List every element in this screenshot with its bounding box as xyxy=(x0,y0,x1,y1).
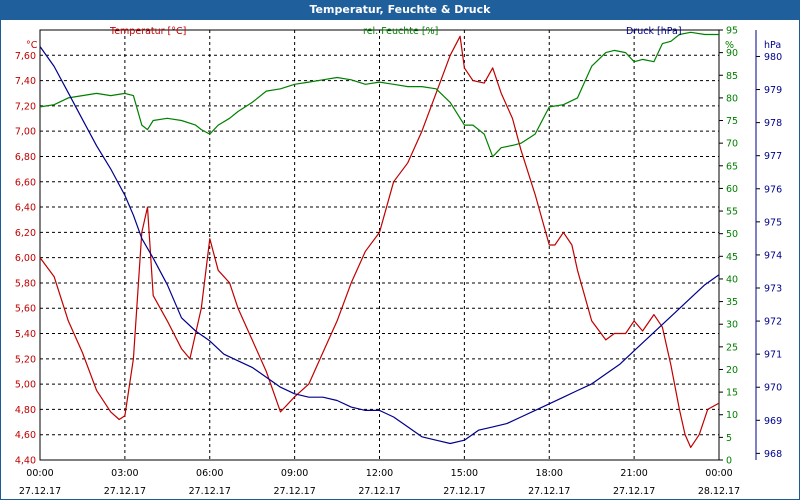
pressure-tick-label: 974 xyxy=(764,250,782,261)
pressure-tick-label: 980 xyxy=(764,52,782,63)
x-tick-date: 27.12.17 xyxy=(528,486,570,497)
x-tick-time: 00:00 xyxy=(26,468,53,479)
pressure-tick-label: 975 xyxy=(764,217,782,228)
pressure-series-line xyxy=(39,46,720,445)
humidity-legend: rel. Feuchte [%] xyxy=(363,26,438,37)
temperature-tick-label: 5,20 xyxy=(15,354,36,365)
x-tick-time: 03:00 xyxy=(111,468,138,479)
temperature-legend: Temperatur [°C] xyxy=(109,26,186,37)
pressure-tick-label: 971 xyxy=(764,350,782,361)
pressure-legend: Druck [hPa] xyxy=(626,26,682,37)
humidity-tick-label: 0 xyxy=(726,456,732,467)
pressure-tick-label: 979 xyxy=(764,85,782,96)
x-tick-date: 27.12.17 xyxy=(358,486,400,497)
humidity-tick-label: 80 xyxy=(726,93,738,104)
temperature-tick-label: 6,60 xyxy=(15,177,36,188)
temperature-tick-label: 4,40 xyxy=(15,456,36,467)
pressure-tick-label: 968 xyxy=(764,449,782,460)
temperature-tick-label: 5,80 xyxy=(15,278,36,289)
temperature-tick-label: 7,60 xyxy=(15,51,36,62)
temperature-tick-label: 4,80 xyxy=(15,405,36,416)
humidity-tick-label: 10 xyxy=(726,410,738,421)
humidity-tick-label: 5 xyxy=(726,433,732,444)
x-tick-time: 21:00 xyxy=(620,468,647,479)
pressure-tick-label: 973 xyxy=(764,284,782,295)
humidity-tick-label: 30 xyxy=(726,320,738,331)
temperature-tick-label: 6,40 xyxy=(15,203,36,214)
temperature-tick-label: 5,40 xyxy=(15,329,36,340)
humidity-unit-label: % xyxy=(725,40,734,51)
temperature-tick-label: 7,00 xyxy=(15,127,36,138)
humidity-tick-label: 65 xyxy=(726,161,738,172)
pressure-tick-label: 976 xyxy=(764,184,782,195)
x-tick-time: 18:00 xyxy=(536,468,563,479)
humidity-tick-label: 45 xyxy=(726,252,738,263)
x-tick-date: 27.12.17 xyxy=(443,486,485,497)
x-tick-date: 27.12.17 xyxy=(19,486,61,497)
x-tick-time: 06:00 xyxy=(196,468,223,479)
humidity-tick-label: 35 xyxy=(726,297,738,308)
x-tick-date: 27.12.17 xyxy=(613,486,655,497)
humidity-tick-label: 25 xyxy=(726,342,738,353)
humidity-tick-label: 75 xyxy=(726,116,738,127)
temperature-series-line xyxy=(39,35,720,448)
temperature-tick-label: 5,00 xyxy=(15,380,36,391)
x-tick-date: 27.12.17 xyxy=(273,486,315,497)
x-tick-date: 28.12.17 xyxy=(698,486,740,497)
temperature-tick-label: 6,80 xyxy=(15,152,36,163)
pressure-tick-label: 978 xyxy=(764,118,782,129)
plot-area xyxy=(39,29,720,461)
temperature-tick-label: 7,40 xyxy=(15,76,36,87)
temperature-tick-label: 4,60 xyxy=(15,430,36,441)
pressure-unit-label: hPa xyxy=(764,40,781,51)
x-tick-date: 27.12.17 xyxy=(189,486,231,497)
pressure-tick-label: 977 xyxy=(764,151,782,162)
humidity-tick-label: 55 xyxy=(726,207,738,218)
x-tick-date: 27.12.17 xyxy=(104,486,146,497)
humidity-series-line xyxy=(39,31,719,158)
temperature-unit-label: °C xyxy=(26,40,38,51)
humidity-tick-label: 40 xyxy=(726,274,738,285)
window-title: Temperatur, Feuchte & Druck xyxy=(0,0,800,20)
humidity-tick-label: 60 xyxy=(726,184,738,195)
pressure-tick-label: 970 xyxy=(764,383,782,394)
humidity-tick-label: 95 xyxy=(726,26,738,37)
humidity-tick-label: 50 xyxy=(726,229,738,240)
humidity-tick-label: 70 xyxy=(726,139,738,150)
x-tick-time: 00:00 xyxy=(705,468,732,479)
humidity-tick-label: 15 xyxy=(726,388,738,399)
humidity-tick-label: 20 xyxy=(726,365,738,376)
humidity-tick-label: 85 xyxy=(726,71,738,82)
x-tick-time: 12:00 xyxy=(366,468,393,479)
x-tick-time: 15:00 xyxy=(451,468,478,479)
temperature-tick-label: 6,20 xyxy=(15,228,36,239)
temperature-tick-label: 5,60 xyxy=(15,304,36,315)
temperature-tick-label: 6,00 xyxy=(15,253,36,264)
humidity-tick-label: 90 xyxy=(726,48,738,59)
x-tick-time: 09:00 xyxy=(281,468,308,479)
temperature-tick-label: 7,20 xyxy=(15,101,36,112)
pressure-tick-label: 969 xyxy=(764,416,782,427)
pressure-tick-label: 972 xyxy=(764,317,782,328)
